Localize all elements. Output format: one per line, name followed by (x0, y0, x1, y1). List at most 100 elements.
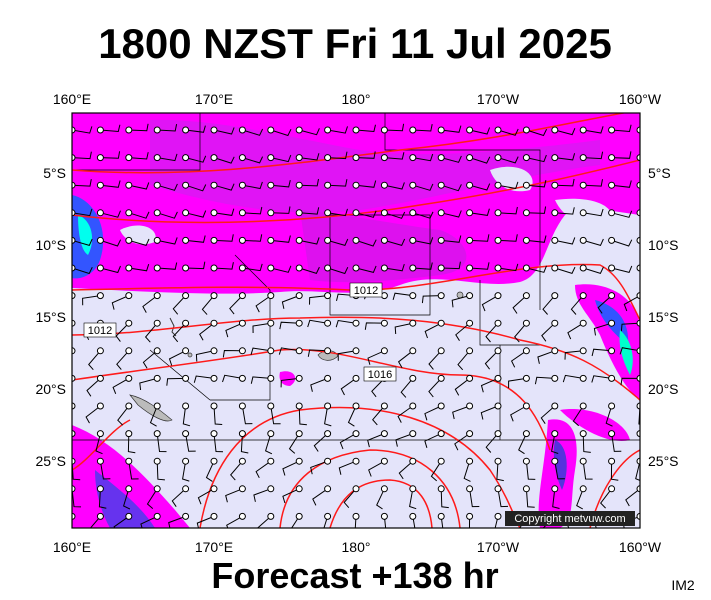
wind-barb (128, 238, 150, 247)
wind-barb (484, 350, 499, 370)
wind-station (267, 485, 275, 493)
wind-station (437, 457, 445, 465)
wind-station (295, 512, 303, 520)
wind-barb (339, 433, 357, 450)
wind-barb (583, 238, 604, 247)
wind-station (210, 374, 218, 382)
wind-station (437, 374, 445, 382)
wind-station (267, 347, 275, 355)
wind-barb (497, 488, 509, 508)
wind-station (238, 374, 246, 382)
wind-station (96, 402, 104, 410)
wind-station (494, 457, 502, 465)
wind-barb (242, 234, 263, 242)
wind-station (295, 319, 303, 327)
wind-barb (451, 295, 470, 308)
wind-barb (242, 263, 263, 272)
latitude-label: 5°S (648, 165, 671, 181)
wind-station (636, 374, 640, 382)
wind-barb (279, 321, 300, 330)
wind-barb (397, 350, 414, 369)
longitude-label: 180° (342, 539, 371, 555)
wind-barb (412, 153, 434, 162)
wind-station (210, 181, 218, 189)
wind-barb (525, 488, 535, 508)
wind-barb (168, 515, 186, 528)
wind-station (409, 154, 417, 162)
wind-station (182, 374, 190, 382)
wind-station (210, 126, 218, 134)
wind-barb (398, 460, 414, 480)
wind-station (494, 292, 502, 300)
wind-station (295, 264, 303, 272)
wind-barb (383, 516, 387, 528)
credit-box (505, 511, 635, 526)
wind-station (380, 264, 388, 272)
wind-station (522, 154, 530, 162)
wind-barb (282, 460, 300, 476)
axis-labels: 160°E 160°E 170°E 170°E 180° 180° 170°W 170°W 16… (35, 91, 678, 555)
wind-barb (424, 433, 442, 448)
wind-station (494, 154, 502, 162)
wind-barb (570, 295, 584, 315)
wind-barb (384, 263, 405, 272)
wind-station (466, 402, 474, 410)
wind-station (295, 236, 303, 244)
wind-barb (384, 238, 406, 247)
wind-station (125, 264, 133, 272)
wind-station (182, 402, 190, 410)
wind-station (324, 154, 332, 162)
wind-barb (605, 405, 613, 427)
wind-station (608, 319, 616, 327)
wind-barb (72, 238, 93, 247)
wind-station (551, 209, 559, 217)
wind-barb (250, 347, 271, 355)
wind-barb (526, 154, 547, 163)
wind-station (636, 319, 640, 327)
wind-barb (485, 433, 499, 453)
wind-station (409, 264, 417, 272)
island (169, 317, 177, 337)
wind-station (125, 154, 133, 162)
isobar-label-text: 1012 (354, 285, 378, 297)
wind-barb (441, 155, 462, 163)
wind-station (324, 512, 332, 520)
wind-station (579, 181, 587, 189)
wind-barb (127, 433, 136, 454)
longitude-label: 160°W (619, 539, 662, 555)
precip-intense (95, 470, 155, 528)
wind-barb (193, 375, 215, 383)
wind-barb (139, 377, 158, 391)
wind-barb (182, 461, 190, 482)
wind-station (238, 126, 246, 134)
wind-station (267, 292, 275, 300)
longitude-label: 170°W (477, 539, 520, 555)
wind-station (466, 374, 474, 382)
isobar (279, 449, 461, 528)
wind-barb (282, 488, 300, 504)
wind-barb (182, 405, 191, 427)
wind-station (72, 430, 76, 438)
wind-station (636, 264, 640, 272)
wind-station (466, 347, 474, 355)
wind-station (125, 209, 133, 217)
wind-station (437, 292, 445, 300)
wind-barb (554, 207, 575, 215)
wind-station (295, 126, 303, 134)
wind-barb (510, 350, 527, 368)
wind-station (324, 374, 332, 382)
wind-station (125, 402, 133, 410)
wind-barb (440, 488, 449, 509)
wind-station (522, 126, 530, 134)
wind-barb (299, 128, 320, 136)
wind-barb (128, 123, 149, 132)
wind-station (238, 347, 246, 355)
wind-station (125, 512, 133, 520)
wind-station (608, 154, 616, 162)
latitude-label: 25°S (35, 453, 66, 469)
wind-barb (494, 516, 499, 528)
latitude-label: 15°S (648, 309, 679, 325)
wind-barb (534, 376, 555, 385)
wind-barb (441, 210, 462, 218)
wind-barb (100, 180, 121, 188)
